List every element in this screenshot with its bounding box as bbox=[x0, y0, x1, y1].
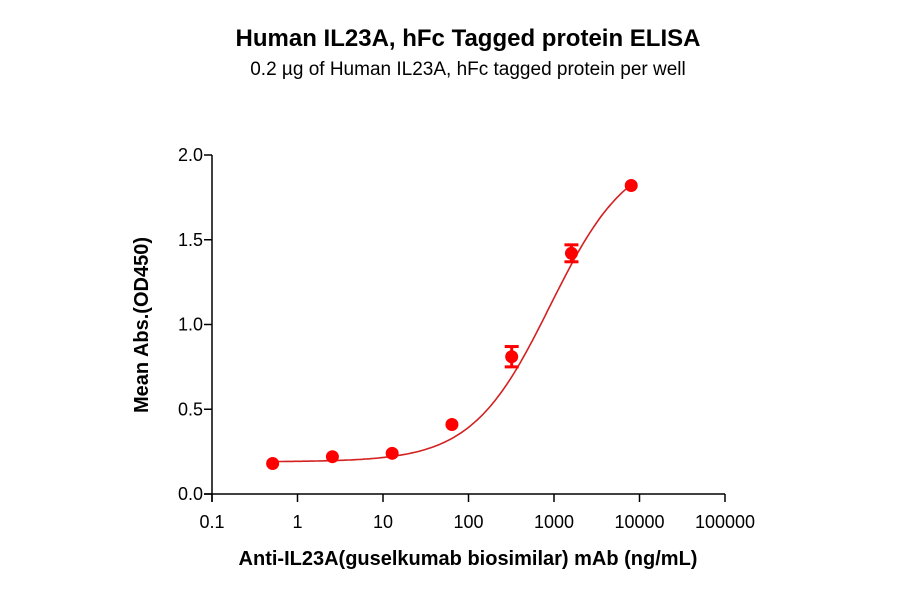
y-tick-label: 0.0 bbox=[178, 484, 203, 504]
marker-dot bbox=[564, 246, 578, 260]
marker-dot bbox=[385, 446, 399, 460]
chart-title: Human IL23A, hFc Tagged protein ELISA bbox=[235, 25, 701, 52]
x-axis-label: Anti-IL23A(guselkumab biosimilar) mAb (n… bbox=[239, 548, 698, 570]
x-tick-label: 10000 bbox=[614, 512, 664, 532]
x-tick-label: 1000 bbox=[534, 512, 574, 532]
x-tick-label: 10 bbox=[373, 512, 393, 532]
data-points bbox=[266, 179, 638, 470]
marker-dot bbox=[325, 450, 339, 464]
x-tick-label: 100 bbox=[453, 512, 483, 532]
y-tick-label: 1.5 bbox=[178, 230, 203, 250]
data-point bbox=[564, 243, 579, 264]
chart-subtitle: 0.2 µg of Human IL23A, hFc tagged protei… bbox=[250, 59, 686, 80]
marker-dot bbox=[505, 350, 519, 364]
x-tick-label: 1 bbox=[292, 512, 302, 532]
data-point bbox=[266, 456, 280, 470]
data-point bbox=[504, 345, 519, 369]
data-point bbox=[445, 418, 459, 432]
x-tick-label: 100000 bbox=[695, 512, 755, 532]
marker-dot bbox=[266, 456, 280, 470]
y-tick-label: 0.5 bbox=[178, 399, 203, 419]
data-point bbox=[624, 179, 638, 193]
y-tick-label: 2.0 bbox=[178, 145, 203, 165]
data-point bbox=[325, 450, 339, 464]
marker-dot bbox=[624, 179, 638, 193]
x-tick-label: 0.1 bbox=[199, 512, 224, 532]
y-tick-label: 1.0 bbox=[178, 315, 203, 335]
marker-dot bbox=[445, 418, 459, 432]
y-axis-label: Mean Abs.(OD450) bbox=[131, 237, 153, 413]
data-point bbox=[385, 446, 399, 460]
axes: 0.0 0.5 1.0 1.5 2.0 0.1 1 10 100 1000 10000 100000 bbox=[178, 145, 755, 532]
